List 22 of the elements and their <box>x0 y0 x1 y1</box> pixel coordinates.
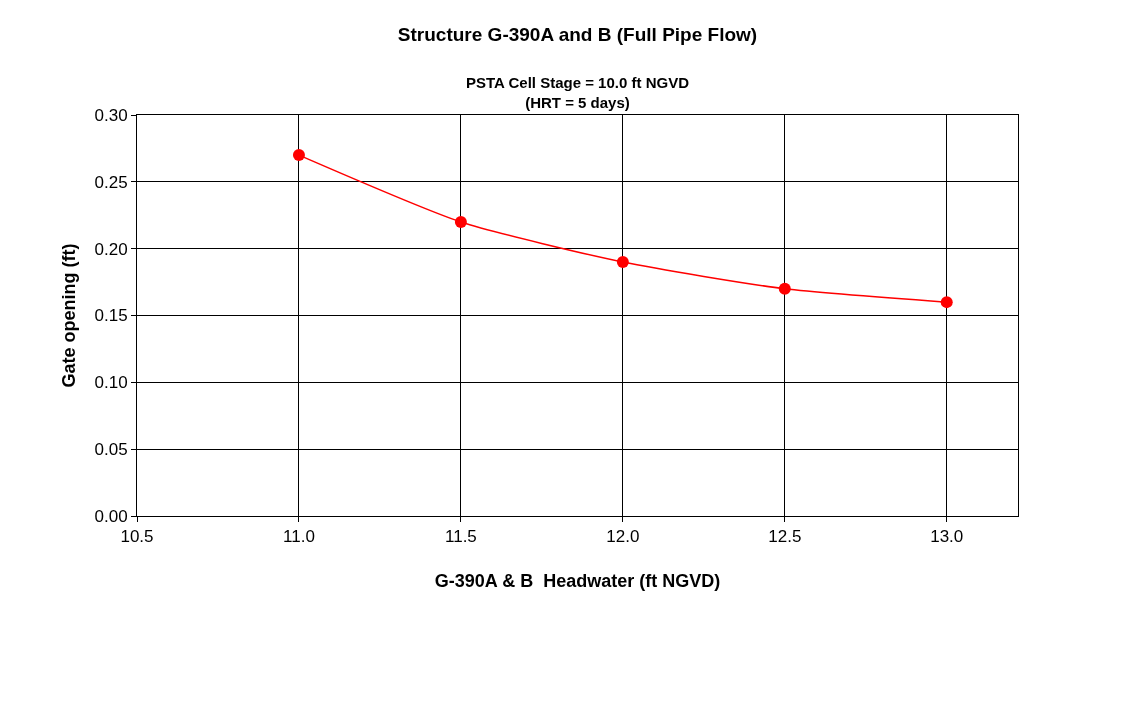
y-tick-label: 0.30 <box>94 105 128 125</box>
chart-subtitle: PSTA Cell Stage = 10.0 ft NGVD (HRT = 5 days) <box>466 74 690 111</box>
x-tick-label: 10.5 <box>120 527 154 547</box>
y-tick-label: 0.00 <box>94 506 128 526</box>
y-tick-label: 0.05 <box>94 440 128 460</box>
x-tick-label: 11.0 <box>283 527 315 547</box>
x-tick-label: 11.5 <box>444 527 477 547</box>
y-tick-label: 0.10 <box>94 373 128 393</box>
point <box>778 282 791 295</box>
point <box>940 296 953 309</box>
x-tick-label: 12.0 <box>606 527 640 547</box>
y-tick-label: 0.25 <box>94 172 128 192</box>
point <box>292 149 305 162</box>
x-tick-label: 12.5 <box>768 527 802 547</box>
point <box>616 256 629 269</box>
x-axis-title: G-390A & B Headwater (ft NGVD) <box>434 570 721 591</box>
y-axis-title: Gate opening (ft) <box>58 243 79 388</box>
y-tick-label: 0.15 <box>94 306 128 326</box>
y-tick-label: 0.20 <box>94 239 128 259</box>
x-tick-label: 13.0 <box>930 527 964 547</box>
point <box>454 215 467 228</box>
chart-title: Structure G-390A and B (Full Pipe Flow) <box>397 24 758 46</box>
